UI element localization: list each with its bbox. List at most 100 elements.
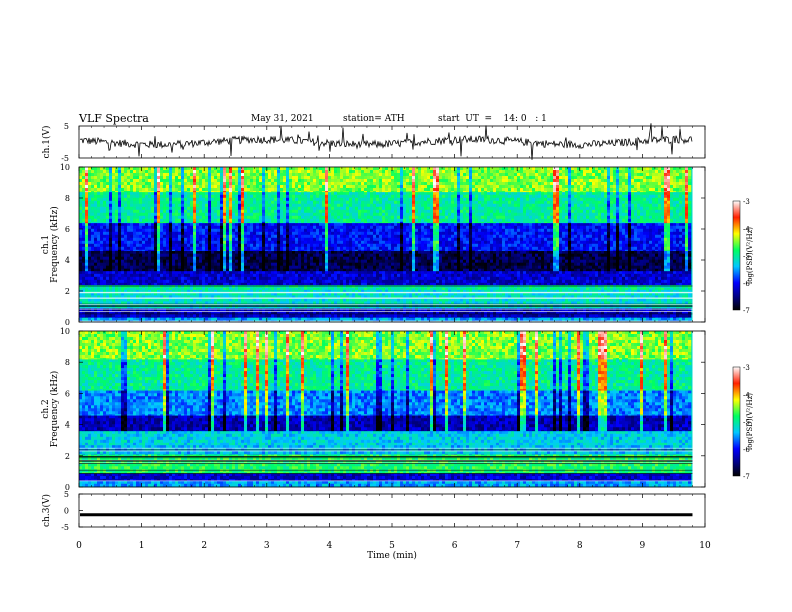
ch1spec-cell bbox=[163, 317, 166, 320]
ch1spec-cell bbox=[352, 314, 355, 317]
ch1spec-cell bbox=[157, 280, 160, 283]
ch1spec-cell bbox=[106, 251, 109, 254]
ch1spec-cell bbox=[466, 260, 469, 263]
ch1spec-cell bbox=[160, 257, 163, 260]
ch1spec-cell bbox=[370, 280, 373, 283]
ch1spec-cell bbox=[370, 283, 373, 285]
ch1spec-cell bbox=[247, 280, 250, 283]
ch1spec-cell bbox=[475, 280, 478, 283]
ch1spec-cell bbox=[283, 307, 286, 308]
ch1spec-cell bbox=[526, 288, 529, 290]
ch1spec-cell bbox=[595, 260, 598, 263]
ch1spec-cell bbox=[526, 251, 529, 254]
ch1spec-cell bbox=[316, 257, 319, 260]
ch1spec-cell bbox=[604, 274, 607, 277]
ch1spec-cell bbox=[547, 285, 550, 288]
ch1spec-cell bbox=[547, 254, 550, 257]
ch1spec-cell bbox=[640, 251, 643, 254]
ch1spec-cell bbox=[304, 277, 307, 280]
ch1spec-cell bbox=[232, 283, 235, 285]
ch1spec-cell bbox=[310, 257, 313, 260]
ch1spec-cell bbox=[433, 257, 436, 260]
ch1spec-cell bbox=[349, 317, 352, 320]
ch1spec-cell bbox=[550, 280, 553, 283]
ch1spec-cell bbox=[307, 298, 310, 301]
ch1spec-cell bbox=[349, 285, 352, 288]
ch1spec-cell bbox=[196, 314, 199, 317]
ch1spec-cell bbox=[670, 274, 673, 277]
ch1spec-cell bbox=[190, 257, 193, 260]
ch1spec-cell bbox=[622, 317, 625, 320]
ch1spec-cell bbox=[511, 317, 514, 318]
ch1spec-cell bbox=[340, 298, 343, 301]
ch1spec-cell bbox=[655, 274, 658, 277]
ch1spec-cell bbox=[532, 260, 535, 263]
ch1spec-cell bbox=[460, 251, 463, 254]
ch1spec-cell bbox=[490, 308, 493, 311]
ch1spec-cell bbox=[556, 307, 559, 308]
ch1spec-cell bbox=[247, 257, 250, 260]
ch1spec-cell bbox=[154, 257, 157, 260]
ch1spec-cell bbox=[628, 251, 631, 254]
ch1spec-cell bbox=[661, 271, 664, 274]
ch1spec-cell bbox=[250, 260, 253, 263]
ch1spec-cell bbox=[343, 314, 346, 317]
ch1spec-cell bbox=[574, 257, 577, 260]
ch1spec-cell bbox=[220, 271, 223, 274]
ch1spec-cell bbox=[289, 271, 292, 274]
ch1spec-cell bbox=[553, 308, 556, 311]
ch1spec-cell bbox=[124, 285, 127, 288]
ch1spec-cell bbox=[580, 317, 583, 318]
ch1spec-cell bbox=[568, 308, 571, 311]
ch1spec-cell bbox=[247, 271, 250, 274]
ch1spec-cell bbox=[154, 317, 157, 320]
ch1spec-cell bbox=[280, 280, 283, 283]
ch1spec-cell bbox=[355, 280, 358, 283]
ch1spec-cell bbox=[298, 277, 301, 280]
ch1spec-cell bbox=[166, 280, 169, 283]
ch1spec-cell bbox=[304, 271, 307, 274]
ch1spec-cell bbox=[598, 283, 601, 285]
ch1spec-cell bbox=[124, 274, 127, 277]
ch1spec-cell bbox=[238, 271, 241, 274]
ch1spec-cell bbox=[580, 254, 583, 257]
ch1spec-cell bbox=[193, 257, 196, 260]
ch1spec-cell bbox=[550, 283, 553, 285]
ch1spec-cell bbox=[454, 274, 457, 277]
ch1spec-cell bbox=[301, 307, 304, 308]
ch1spec-cell bbox=[403, 254, 406, 257]
ch1spec-cell bbox=[319, 283, 322, 285]
ch1spec-cell bbox=[607, 277, 610, 280]
ch1spec-cell bbox=[193, 314, 196, 317]
ch1spec-cell bbox=[286, 298, 289, 301]
ch1spec-cell bbox=[109, 288, 112, 290]
ch1spec-cell bbox=[481, 251, 484, 254]
ch1spec-cell bbox=[229, 257, 232, 260]
ch1spec-cell bbox=[211, 314, 214, 317]
ch1spec-cell bbox=[139, 308, 142, 311]
ch1spec-cell bbox=[103, 280, 106, 283]
ch1spec-cell bbox=[262, 317, 265, 320]
ch1spec-cell bbox=[160, 288, 163, 290]
ch1spec-cell bbox=[196, 260, 199, 263]
ch1spec-cell bbox=[418, 298, 421, 301]
ch1spec-cell bbox=[205, 271, 208, 274]
ch1spec-cell bbox=[433, 288, 436, 290]
ch1spec-cell bbox=[565, 280, 568, 283]
ch1spec-cell bbox=[325, 277, 328, 280]
ch1spec-cell bbox=[502, 274, 505, 277]
ch1spec-cell bbox=[649, 288, 652, 290]
ch1spec-cell bbox=[649, 298, 652, 301]
ch1spec-cell bbox=[292, 288, 295, 290]
ch1spec-cell bbox=[82, 257, 85, 260]
ch1spec-cell bbox=[388, 283, 391, 285]
ch1spec-cell bbox=[289, 314, 292, 317]
ch1spec-cell bbox=[457, 317, 460, 318]
ch1spec-cell bbox=[466, 314, 469, 317]
ch1spec-cell bbox=[199, 298, 202, 301]
ch1spec-cell bbox=[190, 308, 193, 311]
ch1spec-cell bbox=[169, 288, 172, 290]
ch1spec-cell bbox=[310, 308, 313, 311]
ch1spec-cell bbox=[532, 317, 535, 318]
ch1spec-cell bbox=[535, 257, 538, 260]
